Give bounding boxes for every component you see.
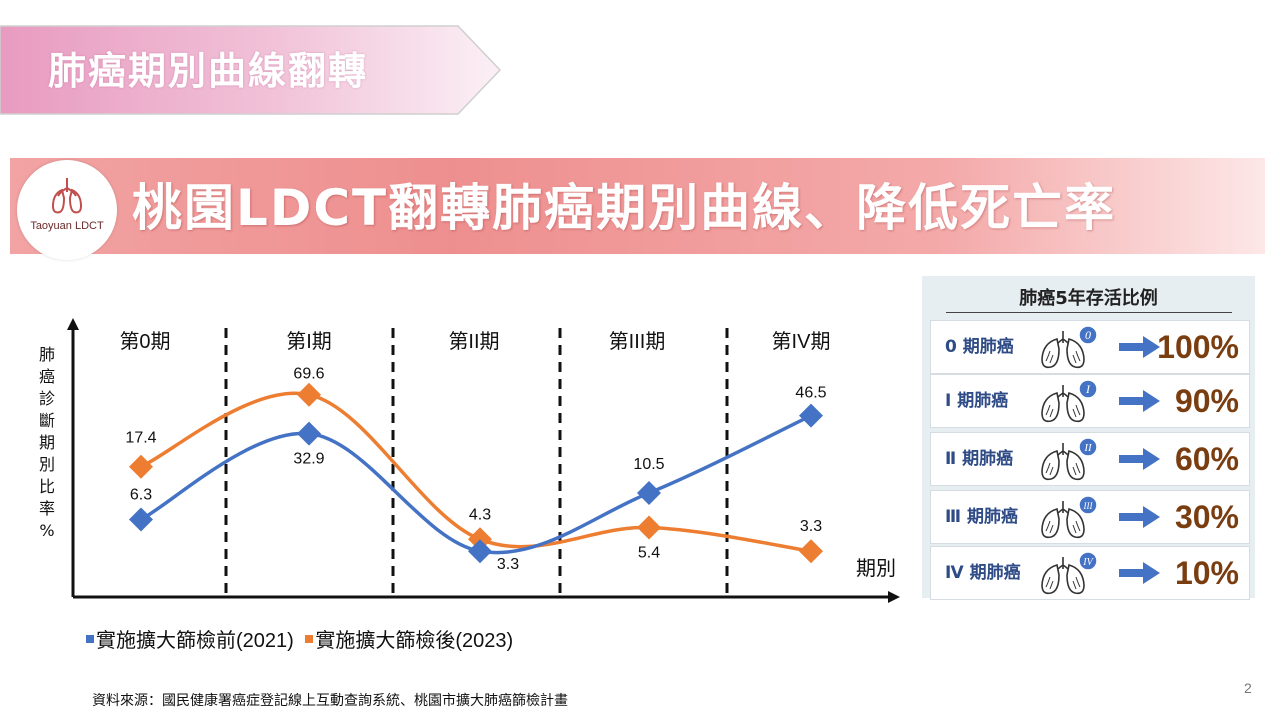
data-label: 5.4 (638, 544, 660, 561)
data-point-after (129, 454, 153, 479)
stage-badge-icon (1078, 495, 1098, 515)
series-line-after (140, 391, 812, 553)
y-axis-label-char: 診 (39, 389, 55, 408)
stage-badge: IV (1082, 557, 1094, 568)
y-axis-label-char: 別 (39, 455, 55, 474)
stage-label: Ⅰ 期肺癌 (945, 391, 1009, 411)
category-label: 第0期 (119, 330, 170, 353)
stage-badge-icon (1078, 437, 1098, 457)
x-axis-arrow-icon (888, 591, 900, 603)
series-lines (140, 391, 812, 555)
chart-legend: 實施擴大篩檢前(2021) 實施擴大篩檢後(2023) (86, 624, 519, 653)
category-labels: 第0期 第I期 第II期 第III期 第IV期 (119, 330, 830, 353)
stage-badge: II (1083, 442, 1093, 454)
data-point-before (297, 421, 321, 446)
lung-icon: II (1041, 437, 1098, 481)
stage-badge: 0 (1085, 328, 1091, 342)
data-label: 3.3 (497, 556, 519, 573)
title-ribbon (0, 25, 502, 115)
stage-badge-icon (1078, 551, 1098, 571)
stage-label: 0 期肺癌 (945, 337, 1014, 357)
data-point-before (799, 403, 823, 428)
data-label: 69.6 (293, 366, 324, 383)
arrow-right-icon (1119, 448, 1160, 470)
arrow-right-icon (1119, 390, 1160, 412)
data-label: 4.3 (469, 506, 491, 523)
y-axis-label-char: 比 (39, 477, 55, 496)
series-points (129, 382, 823, 564)
data-label: 6.3 (130, 486, 152, 503)
logo: Taoyuan LDCT (17, 160, 117, 260)
stage-badge-icon (1078, 325, 1098, 345)
survival-row: Ⅲ 期肺癌 III 30% (930, 490, 1250, 544)
data-point-before (637, 480, 661, 505)
survival-panel-title: 肺癌5年存活比例 (1019, 288, 1158, 309)
legend-swatch-before (86, 634, 94, 643)
data-point-after (297, 382, 321, 407)
legend-item-after: 實施擴大篩檢後(2023) (305, 624, 513, 653)
arrow-right-icon (1119, 506, 1160, 528)
stage-line-chart: 第0期 第I期 第II期 第III期 第IV期 17.4 69.6 4.3 5.4 3.3 6.3… (39, 318, 900, 603)
stage-badge: III (1083, 501, 1094, 511)
category-label: 第I期 (286, 330, 332, 353)
x-axis-label: 期別 (856, 557, 896, 580)
data-point-after (799, 539, 823, 564)
legend-label-after: 實施擴大篩檢後(2023) (315, 630, 514, 652)
survival-value: 30% (1174, 499, 1239, 535)
lung-icon: III (1041, 495, 1098, 539)
data-source: 資料來源：國民健康署癌症登記線上互動查詢系統、桃園市擴大肺癌篩檢計畫 (92, 693, 568, 709)
page-number: 2 (1244, 680, 1252, 696)
stage-dividers (224, 328, 729, 595)
y-axis-label-char: 斷 (39, 411, 55, 430)
survival-row: Ⅳ 期肺癌 IV 10% (930, 546, 1250, 600)
chart-axes (67, 318, 900, 603)
divider (946, 312, 1232, 313)
stage-label: Ⅲ 期肺癌 (945, 507, 1018, 527)
survival-panel: 肺癌5年存活比例 0 期肺癌 0 100% Ⅰ 期肺癌 I 90% Ⅱ 期肺癌 II 60% Ⅲ … (922, 276, 1255, 600)
stage-label: Ⅱ 期肺癌 (945, 449, 1014, 469)
y-axis-label-char: 肺 (39, 345, 55, 364)
y-axis-label-char: % (39, 521, 54, 540)
data-label: 3.3 (800, 518, 822, 535)
data-label: 17.4 (125, 430, 156, 447)
data-label: 46.5 (795, 385, 826, 402)
data-point-before (468, 539, 492, 564)
lung-icon: IV (1041, 551, 1098, 595)
stage-label: Ⅳ 期肺癌 (945, 563, 1021, 583)
arrow-right-icon (1119, 562, 1160, 584)
survival-value: 100% (1157, 329, 1239, 365)
data-point-before (129, 507, 153, 532)
data-point-after (637, 515, 661, 540)
stage-badge: I (1085, 382, 1091, 396)
y-axis-label-char: 期 (39, 433, 55, 452)
legend-item-before: 實施擴大篩檢前(2021) (86, 624, 294, 653)
survival-row: Ⅱ 期肺癌 II 60% (930, 432, 1250, 486)
category-label: 第II期 (448, 330, 499, 353)
banner (10, 158, 1265, 254)
y-axis-label-char: 癌 (39, 367, 55, 386)
y-axis-label-char: 率 (39, 499, 55, 518)
survival-row: Ⅰ 期肺癌 I 90% (930, 374, 1250, 428)
legend-swatch-after (305, 634, 314, 643)
lung-icon: 0 (1041, 325, 1098, 369)
survival-value: 10% (1174, 555, 1239, 591)
logo-text: Taoyuan LDCT (30, 220, 104, 232)
category-label: 第III期 (609, 330, 666, 353)
data-label: 32.9 (293, 451, 324, 468)
lung-icon: I (1041, 379, 1098, 423)
lung-logo-icon (51, 178, 83, 214)
data-label: 10.5 (633, 456, 664, 473)
survival-row: 0 期肺癌 0 100% (930, 320, 1250, 374)
stage-badge-icon (1078, 379, 1098, 399)
banner-title: 桃園LDCT翻轉肺癌期別曲線、降低死亡率 (132, 179, 1117, 237)
y-axis-arrow-icon (67, 318, 79, 330)
data-labels: 17.4 69.6 4.3 5.4 3.3 6.3 32.9 3.3 10.5 46.5 (125, 366, 826, 573)
survival-value: 90% (1174, 383, 1239, 419)
arrow-right-icon (1119, 336, 1160, 358)
survival-value: 60% (1174, 441, 1239, 477)
category-label: 第IV期 (772, 330, 831, 353)
legend-label-before: 實施擴大篩檢前(2021) (96, 630, 294, 652)
page-title: 肺癌期別曲線翻轉 (48, 49, 369, 93)
